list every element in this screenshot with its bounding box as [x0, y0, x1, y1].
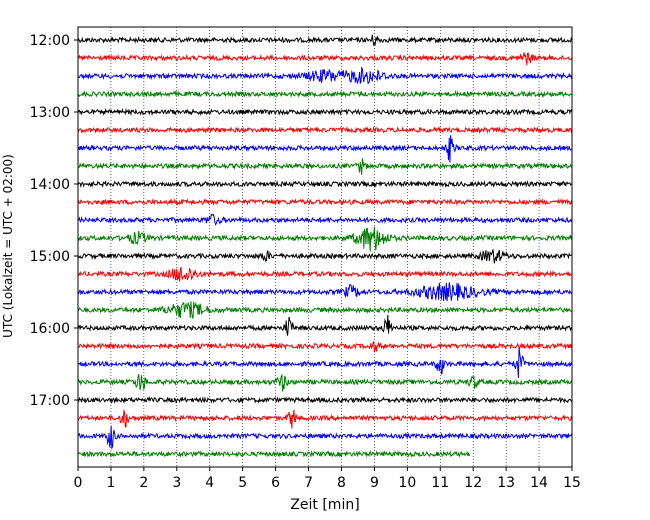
trace-group	[77, 34, 573, 459]
trace-line	[77, 341, 573, 353]
trace-line	[77, 34, 573, 47]
trace-line	[77, 282, 573, 302]
trace-line	[77, 266, 573, 282]
x-tick-label: 2	[139, 475, 148, 491]
x-tick-label: 15	[563, 475, 581, 491]
x-axis-title: Zeit [min]	[290, 497, 359, 513]
y-tick-label: 14:00	[30, 177, 70, 193]
y-axis: 12:00 13:00 14:00 15:00 16:00 17:00	[30, 33, 78, 409]
x-tick-label: 9	[370, 475, 379, 491]
y-tick-label: 12:00	[30, 33, 70, 49]
x-tick-label: 1	[106, 475, 115, 491]
y-tick-label: 13:00	[30, 105, 70, 121]
x-tick-label: 13	[497, 475, 515, 491]
x-tick-label: 14	[530, 475, 548, 491]
x-tick-label: 8	[337, 475, 346, 491]
trace-line	[77, 66, 573, 85]
x-tick-label: 0	[74, 475, 83, 491]
x-tick-label: 11	[431, 475, 449, 491]
trace-line	[77, 125, 573, 135]
trace-line	[77, 158, 573, 175]
trace-line	[77, 198, 573, 207]
x-tick-label: 6	[271, 475, 280, 491]
x-tick-label: 10	[398, 475, 416, 491]
grid-lines	[110, 27, 540, 467]
trace-line	[77, 179, 573, 189]
plot-frame	[77, 26, 573, 468]
trace-line	[77, 213, 573, 226]
x-tick-label: 5	[238, 475, 247, 491]
y-tick-label: 15:00	[30, 249, 70, 265]
x-tick-label: 12	[464, 475, 482, 491]
trace-line	[77, 449, 471, 459]
trace-line	[77, 425, 573, 451]
y-tick-label: 17:00	[30, 393, 70, 409]
trace-line	[77, 226, 573, 252]
trace-line	[77, 107, 573, 117]
trace-line	[77, 315, 573, 336]
trace-line	[77, 90, 573, 99]
trace-line	[77, 396, 573, 405]
trace-line	[77, 347, 573, 379]
trace-line	[77, 409, 573, 429]
trace-line	[77, 301, 573, 319]
x-tick-label: 3	[172, 475, 181, 491]
x-tick-label: 4	[205, 475, 214, 491]
x-axis: 0 1 2 3 4 5 6 7 8 9 10 11 12 13 14 15	[74, 467, 581, 491]
x-tick-label: 7	[304, 475, 313, 491]
y-tick-label: 16:00	[30, 321, 70, 337]
trace-line	[77, 52, 573, 66]
trace-line	[77, 373, 573, 392]
y-axis-title: UTC (Lokalzeit = UTC + 02:00)	[1, 154, 15, 338]
trace-line	[77, 249, 573, 264]
trace-line	[77, 135, 573, 163]
plot-background	[78, 27, 572, 467]
